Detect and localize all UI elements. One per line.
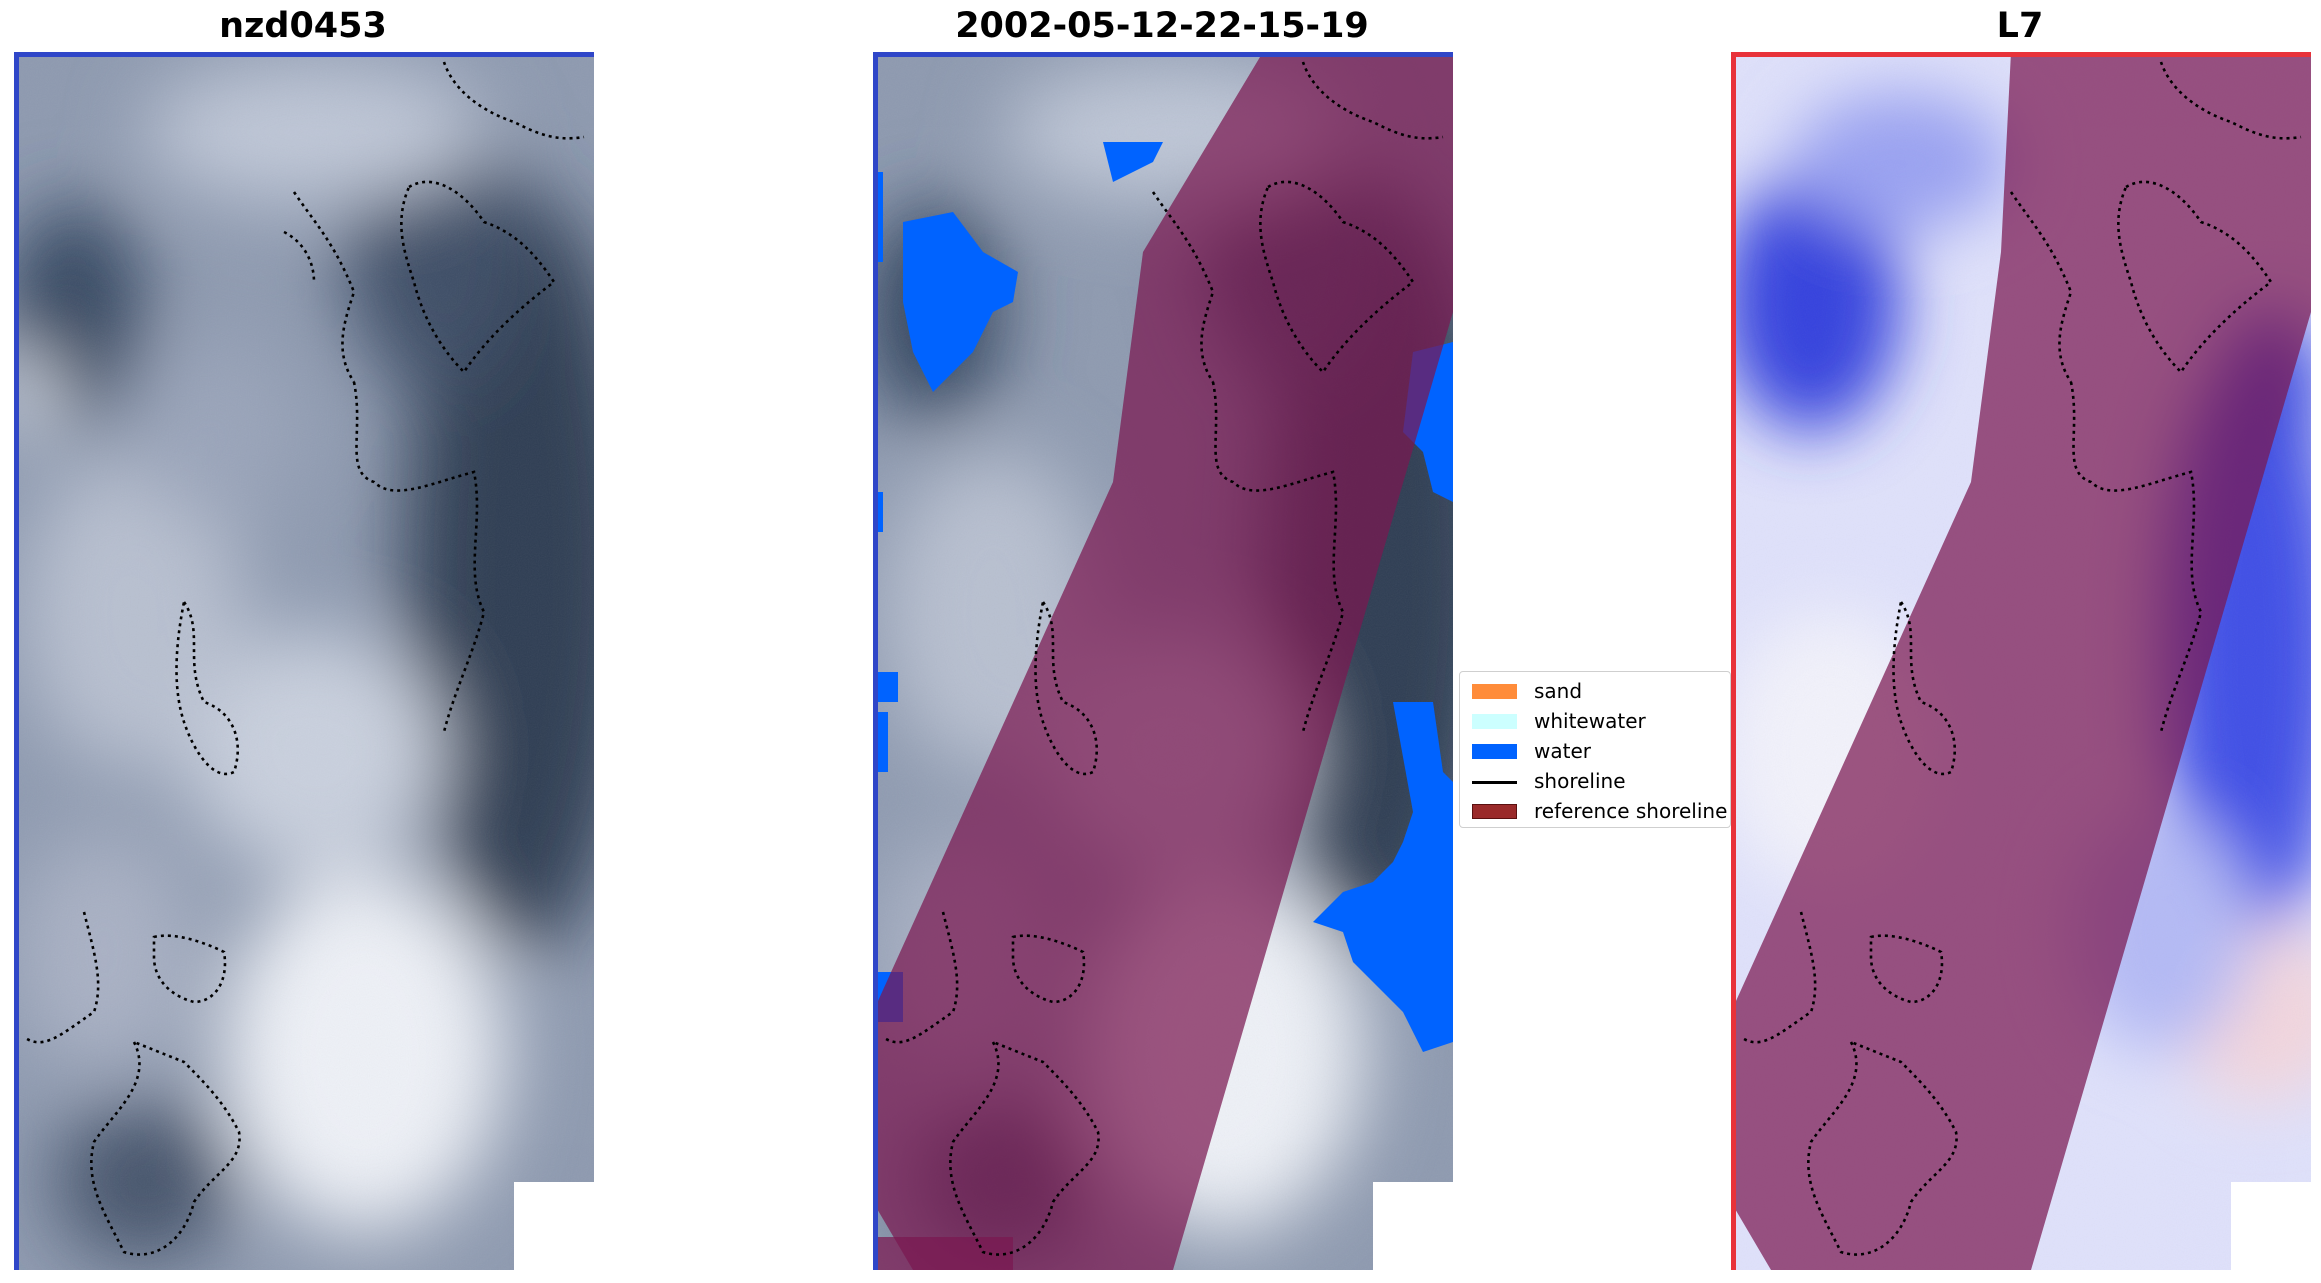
shoreline-contours-2 (882, 61, 1444, 1256)
panel-title-3: L7 (1996, 6, 2044, 46)
index-image-panel (1731, 52, 2311, 1270)
panel-title-1: nzd0453 (219, 6, 387, 46)
legend-item-whitewater: whitewater (1466, 707, 1728, 737)
legend-label-sand: sand (1534, 679, 1583, 703)
legend-item-water: water (1466, 737, 1728, 767)
legend-label-reference-shoreline: reference shoreline (1534, 799, 1728, 823)
classified-image-panel (873, 52, 1453, 1270)
legend-swatch-sand (1472, 684, 1517, 699)
legend-item-sand: sand (1466, 677, 1728, 707)
legend-line-shoreline (1472, 781, 1517, 784)
water-class-patches (873, 142, 1453, 1052)
satellite-image-panel (14, 52, 594, 1270)
legend-item-reference-shoreline: reference shoreline (1466, 797, 1728, 827)
legend-label-water: water (1534, 739, 1591, 763)
legend-swatch-whitewater (1472, 714, 1517, 729)
shoreline-contours-3 (1740, 61, 2302, 1256)
legend-swatch-reference-shoreline (1472, 804, 1517, 819)
legend-label-whitewater: whitewater (1534, 709, 1646, 733)
panel-title-2: 2002-05-12-22-15-19 (955, 6, 1369, 46)
legend-label-shoreline: shoreline (1534, 769, 1626, 793)
shoreline-contours-1 (23, 61, 585, 1256)
reference-shoreline-band (873, 52, 1453, 1270)
legend-swatch-water (1472, 744, 1517, 759)
legend-item-shoreline: shoreline (1466, 767, 1728, 797)
reference-shoreline-band-3 (1731, 52, 2311, 1270)
legend: sand whitewater water shoreline referenc… (1459, 671, 1731, 828)
